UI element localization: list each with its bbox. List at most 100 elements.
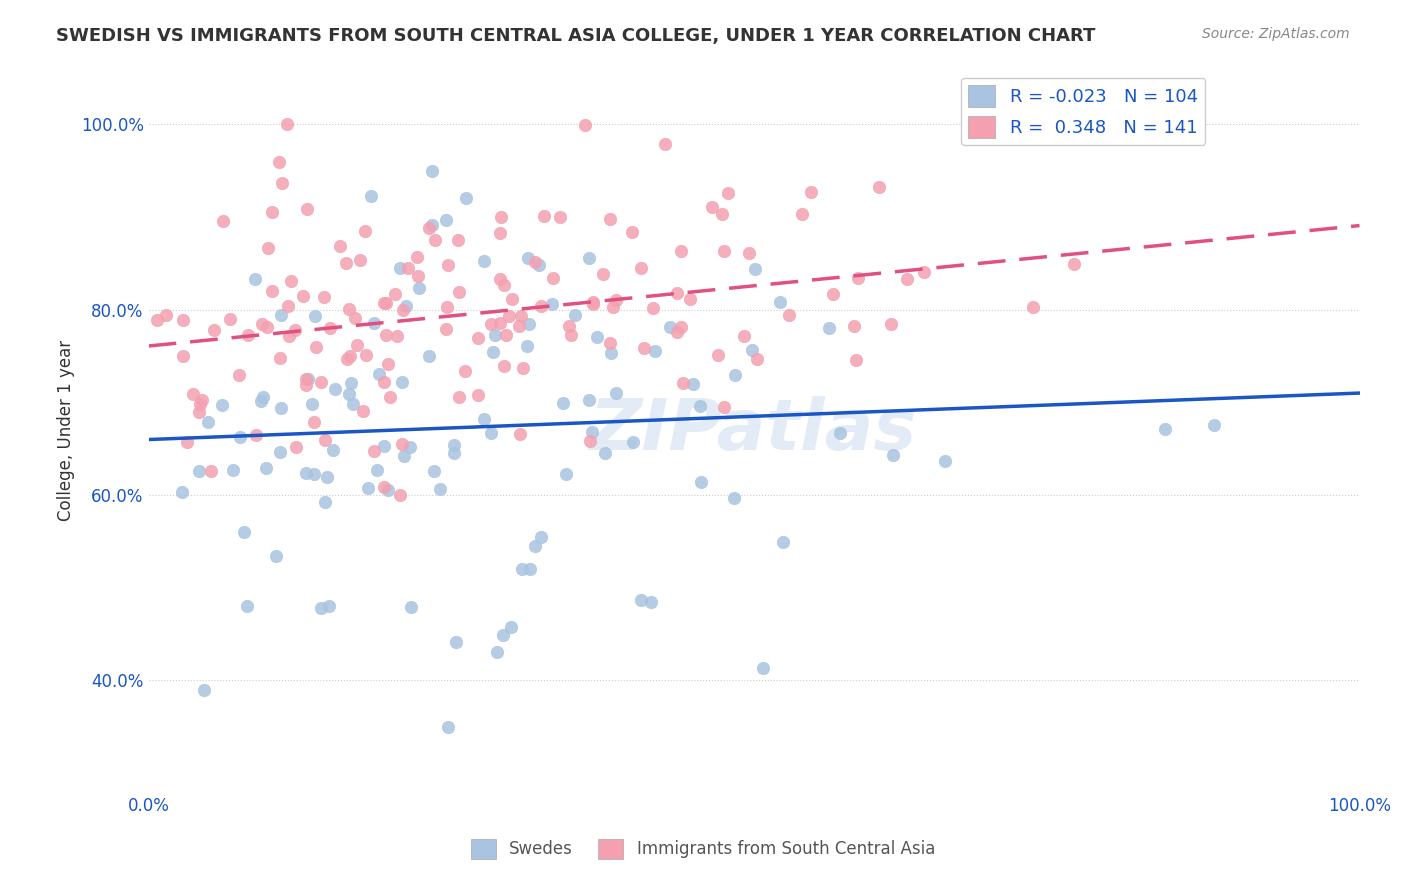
- Point: [621, 434, 644, 449]
- Point: [429, 482, 451, 496]
- Point: [519, 561, 541, 575]
- Text: Source: ZipAtlas.com: Source: ZipAtlas.com: [1202, 27, 1350, 41]
- Point: [828, 426, 851, 441]
- Point: [269, 351, 291, 366]
- Point: [229, 430, 252, 444]
- Point: [481, 344, 503, 359]
- Point: [772, 535, 794, 549]
- Point: [489, 317, 512, 331]
- Point: [276, 117, 298, 131]
- Point: [654, 136, 676, 151]
- Point: [517, 317, 540, 331]
- Point: [896, 271, 918, 285]
- Point: [769, 294, 792, 309]
- Point: [581, 425, 603, 439]
- Point: [236, 327, 259, 342]
- Point: [305, 340, 328, 354]
- Point: [346, 337, 368, 351]
- Point: [484, 327, 506, 342]
- Point: [292, 289, 315, 303]
- Point: [666, 285, 689, 300]
- Point: [1063, 257, 1085, 271]
- Point: [418, 221, 440, 235]
- Point: [605, 385, 627, 400]
- Point: [193, 683, 215, 698]
- Point: [682, 377, 704, 392]
- Point: [357, 481, 380, 495]
- Point: [543, 271, 565, 285]
- Point: [541, 297, 564, 311]
- Point: [399, 599, 422, 614]
- Point: [669, 244, 692, 258]
- Point: [266, 549, 288, 563]
- Point: [188, 396, 211, 410]
- Point: [378, 390, 401, 404]
- Point: [318, 599, 340, 614]
- Point: [384, 287, 406, 301]
- Point: [197, 415, 219, 429]
- Point: [516, 339, 538, 353]
- Point: [235, 599, 257, 613]
- Point: [418, 349, 440, 363]
- Point: [408, 281, 430, 295]
- Point: [322, 442, 344, 457]
- Point: [499, 620, 522, 634]
- Point: [620, 225, 643, 239]
- Point: [530, 530, 553, 544]
- Point: [375, 296, 398, 310]
- Point: [377, 483, 399, 497]
- Point: [243, 272, 266, 286]
- Point: [882, 448, 904, 462]
- Point: [640, 595, 662, 609]
- Point: [309, 376, 332, 390]
- Point: [585, 330, 607, 344]
- Point: [211, 398, 233, 412]
- Point: [420, 163, 443, 178]
- Point: [228, 368, 250, 382]
- Point: [329, 238, 352, 252]
- Point: [277, 328, 299, 343]
- Point: [337, 387, 360, 401]
- Point: [488, 226, 510, 240]
- Point: [494, 359, 516, 373]
- Point: [582, 297, 605, 311]
- Point: [717, 186, 740, 200]
- Point: [385, 329, 408, 343]
- Point: [304, 309, 326, 323]
- Point: [377, 357, 399, 371]
- Point: [494, 277, 516, 292]
- Point: [669, 320, 692, 334]
- Point: [706, 348, 728, 362]
- Point: [267, 154, 290, 169]
- Point: [392, 450, 415, 464]
- Point: [373, 439, 395, 453]
- Point: [582, 294, 605, 309]
- Text: SWEDISH VS IMMIGRANTS FROM SOUTH CENTRAL ASIA COLLEGE, UNDER 1 YEAR CORRELATION : SWEDISH VS IMMIGRANTS FROM SOUTH CENTRAL…: [56, 27, 1095, 45]
- Point: [340, 376, 363, 391]
- Point: [689, 399, 711, 413]
- Point: [233, 524, 256, 539]
- Point: [342, 397, 364, 411]
- Point: [219, 312, 242, 326]
- Point: [560, 328, 582, 343]
- Point: [394, 299, 416, 313]
- Point: [713, 401, 735, 415]
- Point: [579, 434, 602, 449]
- Point: [170, 485, 193, 500]
- Point: [602, 300, 624, 314]
- Point: [437, 720, 460, 734]
- Point: [447, 233, 470, 247]
- Point: [845, 352, 868, 367]
- Point: [752, 660, 775, 674]
- Point: [489, 271, 512, 285]
- Text: ZIPatlas: ZIPatlas: [591, 396, 918, 465]
- Point: [311, 600, 333, 615]
- Point: [363, 443, 385, 458]
- Point: [252, 317, 274, 331]
- Point: [363, 316, 385, 330]
- Point: [554, 467, 576, 481]
- Point: [245, 427, 267, 442]
- Point: [434, 212, 457, 227]
- Point: [302, 415, 325, 429]
- Point: [200, 464, 222, 478]
